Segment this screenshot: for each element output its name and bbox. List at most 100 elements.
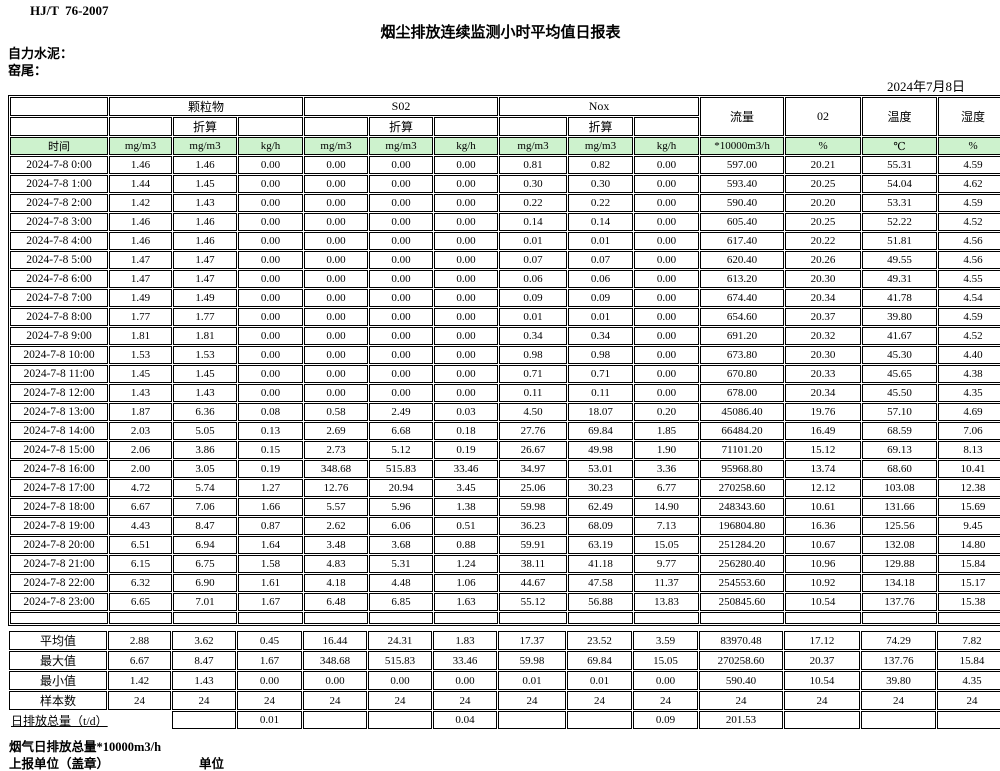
value-cell: 0.00 xyxy=(238,251,303,269)
header-group-flow: 流量 xyxy=(700,97,785,136)
daily-total-value-cell xyxy=(303,711,367,729)
value-cell: 0.98 xyxy=(499,346,568,364)
summary-value-cell: 16.44 xyxy=(303,631,367,650)
header-unit: mg/m3 xyxy=(369,137,433,155)
header-unit: kg/h xyxy=(238,137,303,155)
summary-value-cell: 2.88 xyxy=(108,631,171,650)
empty-cell xyxy=(238,612,303,624)
empty-cell xyxy=(862,612,938,624)
value-cell: 49.55 xyxy=(862,251,938,269)
value-cell: 3.48 xyxy=(304,536,368,554)
value-cell: 0.00 xyxy=(634,175,700,193)
table-row: 2024-7-8 12:00 1.43 1.43 0.00 0.00 0.00 0.00 0.… xyxy=(10,384,1000,402)
summary-value-cell: 24 xyxy=(861,691,936,710)
value-cell: 14.80 xyxy=(938,536,1000,554)
summary-value-cell: 24 xyxy=(633,691,698,710)
value-cell: 678.00 xyxy=(700,384,785,402)
value-cell: 1.46 xyxy=(109,156,172,174)
value-cell: 0.22 xyxy=(568,194,634,212)
value-cell: 68.09 xyxy=(568,517,634,535)
value-cell: 36.23 xyxy=(499,517,568,535)
value-cell: 45.30 xyxy=(862,346,938,364)
value-cell: 45.50 xyxy=(862,384,938,402)
value-cell: 0.00 xyxy=(238,156,303,174)
time-cell: 2024-7-8 0:00 xyxy=(10,156,108,174)
value-cell: 103.08 xyxy=(862,479,938,497)
value-cell: 4.55 xyxy=(938,270,1000,288)
value-cell: 0.00 xyxy=(634,156,700,174)
empty-cell xyxy=(938,612,1000,624)
summary-value-cell: 59.98 xyxy=(498,651,566,670)
value-cell: 8.13 xyxy=(938,441,1000,459)
table-row: 2024-7-8 0:00 1.46 1.46 0.00 0.00 0.00 0.00 0.8… xyxy=(10,156,1000,174)
value-cell: 2.03 xyxy=(109,422,172,440)
table-row: 2024-7-8 20:00 6.51 6.94 1.64 3.48 3.68 0.88 59… xyxy=(10,536,1000,554)
table-row: 2024-7-8 10:00 1.53 1.53 0.00 0.00 0.00 0.00 0.… xyxy=(10,346,1000,364)
time-cell: 2024-7-8 19:00 xyxy=(10,517,108,535)
header-converted-pm: 折算 xyxy=(173,117,237,136)
time-cell: 2024-7-8 10:00 xyxy=(10,346,108,364)
value-cell: 0.00 xyxy=(369,308,433,326)
empty-cell xyxy=(369,612,433,624)
value-cell: 251284.20 xyxy=(700,536,785,554)
value-cell: 12.12 xyxy=(785,479,862,497)
value-cell: 1.81 xyxy=(173,327,237,345)
value-cell: 47.58 xyxy=(568,574,634,592)
value-cell: 0.11 xyxy=(499,384,568,402)
daily-total-value-cell xyxy=(861,711,936,729)
value-cell: 30.23 xyxy=(568,479,634,497)
value-cell: 1.77 xyxy=(109,308,172,326)
value-cell: 1.47 xyxy=(173,270,237,288)
time-cell: 2024-7-8 20:00 xyxy=(10,536,108,554)
daily-total-value-cell xyxy=(368,711,432,729)
value-cell: 670.80 xyxy=(700,365,785,383)
value-cell: 3.05 xyxy=(173,460,237,478)
value-cell: 1.64 xyxy=(238,536,303,554)
header-group-pm: 颗粒物 xyxy=(109,97,303,116)
header-empty-cell xyxy=(10,97,108,116)
value-cell: 63.19 xyxy=(568,536,634,554)
value-cell: 0.00 xyxy=(304,251,368,269)
value-cell: 20.25 xyxy=(785,175,862,193)
value-cell: 4.83 xyxy=(304,555,368,573)
value-cell: 2.00 xyxy=(109,460,172,478)
value-cell: 0.19 xyxy=(238,460,303,478)
daily-total-value-cell: 0.09 xyxy=(633,711,698,729)
value-cell: 673.80 xyxy=(700,346,785,364)
summary-value-cell: 33.46 xyxy=(433,651,497,670)
daily-total-value-cell xyxy=(567,711,632,729)
header-unit: mg/m3 xyxy=(304,137,368,155)
value-cell: 0.00 xyxy=(634,327,700,345)
value-cell: 1.87 xyxy=(109,403,172,421)
value-cell: 0.30 xyxy=(568,175,634,193)
value-cell: 53.31 xyxy=(862,194,938,212)
value-cell: 0.22 xyxy=(499,194,568,212)
time-cell: 2024-7-8 17:00 xyxy=(10,479,108,497)
table-row: 2024-7-8 21:00 6.15 6.75 1.58 4.83 5.31 1.24 38… xyxy=(10,555,1000,573)
value-cell: 1.67 xyxy=(238,593,303,611)
value-cell: 14.90 xyxy=(634,498,700,516)
value-cell: 0.00 xyxy=(434,156,499,174)
table-row: 2024-7-8 22:00 6.32 6.90 1.61 4.18 4.48 1.06 44… xyxy=(10,574,1000,592)
value-cell: 1.49 xyxy=(109,289,172,307)
value-cell: 20.25 xyxy=(785,213,862,231)
value-cell: 0.00 xyxy=(304,175,368,193)
value-cell: 20.37 xyxy=(785,308,862,326)
header-time: 时间 xyxy=(10,137,108,155)
value-cell: 0.14 xyxy=(568,213,634,231)
summary-value-cell: 83970.48 xyxy=(699,631,783,650)
value-cell: 196804.80 xyxy=(700,517,785,535)
value-cell: 55.12 xyxy=(499,593,568,611)
report-table: 颗粒物 S02 Nox 流量 02 温度 湿度 折算 折算 折算 xyxy=(8,95,1000,626)
value-cell: 1.38 xyxy=(434,498,499,516)
table-row: 2024-7-8 14:00 2.03 5.05 0.13 2.69 6.68 0.18 27… xyxy=(10,422,1000,440)
value-cell: 55.31 xyxy=(862,156,938,174)
value-cell: 129.88 xyxy=(862,555,938,573)
table-row: 2024-7-8 15:00 2.06 3.86 0.15 2.73 5.12 0.19 26… xyxy=(10,441,1000,459)
summary-value-cell: 24 xyxy=(433,691,497,710)
value-cell: 0.00 xyxy=(369,194,433,212)
kiln-location-label: 窑尾： xyxy=(8,63,48,78)
value-cell: 4.59 xyxy=(938,308,1000,326)
value-cell: 0.00 xyxy=(238,213,303,231)
